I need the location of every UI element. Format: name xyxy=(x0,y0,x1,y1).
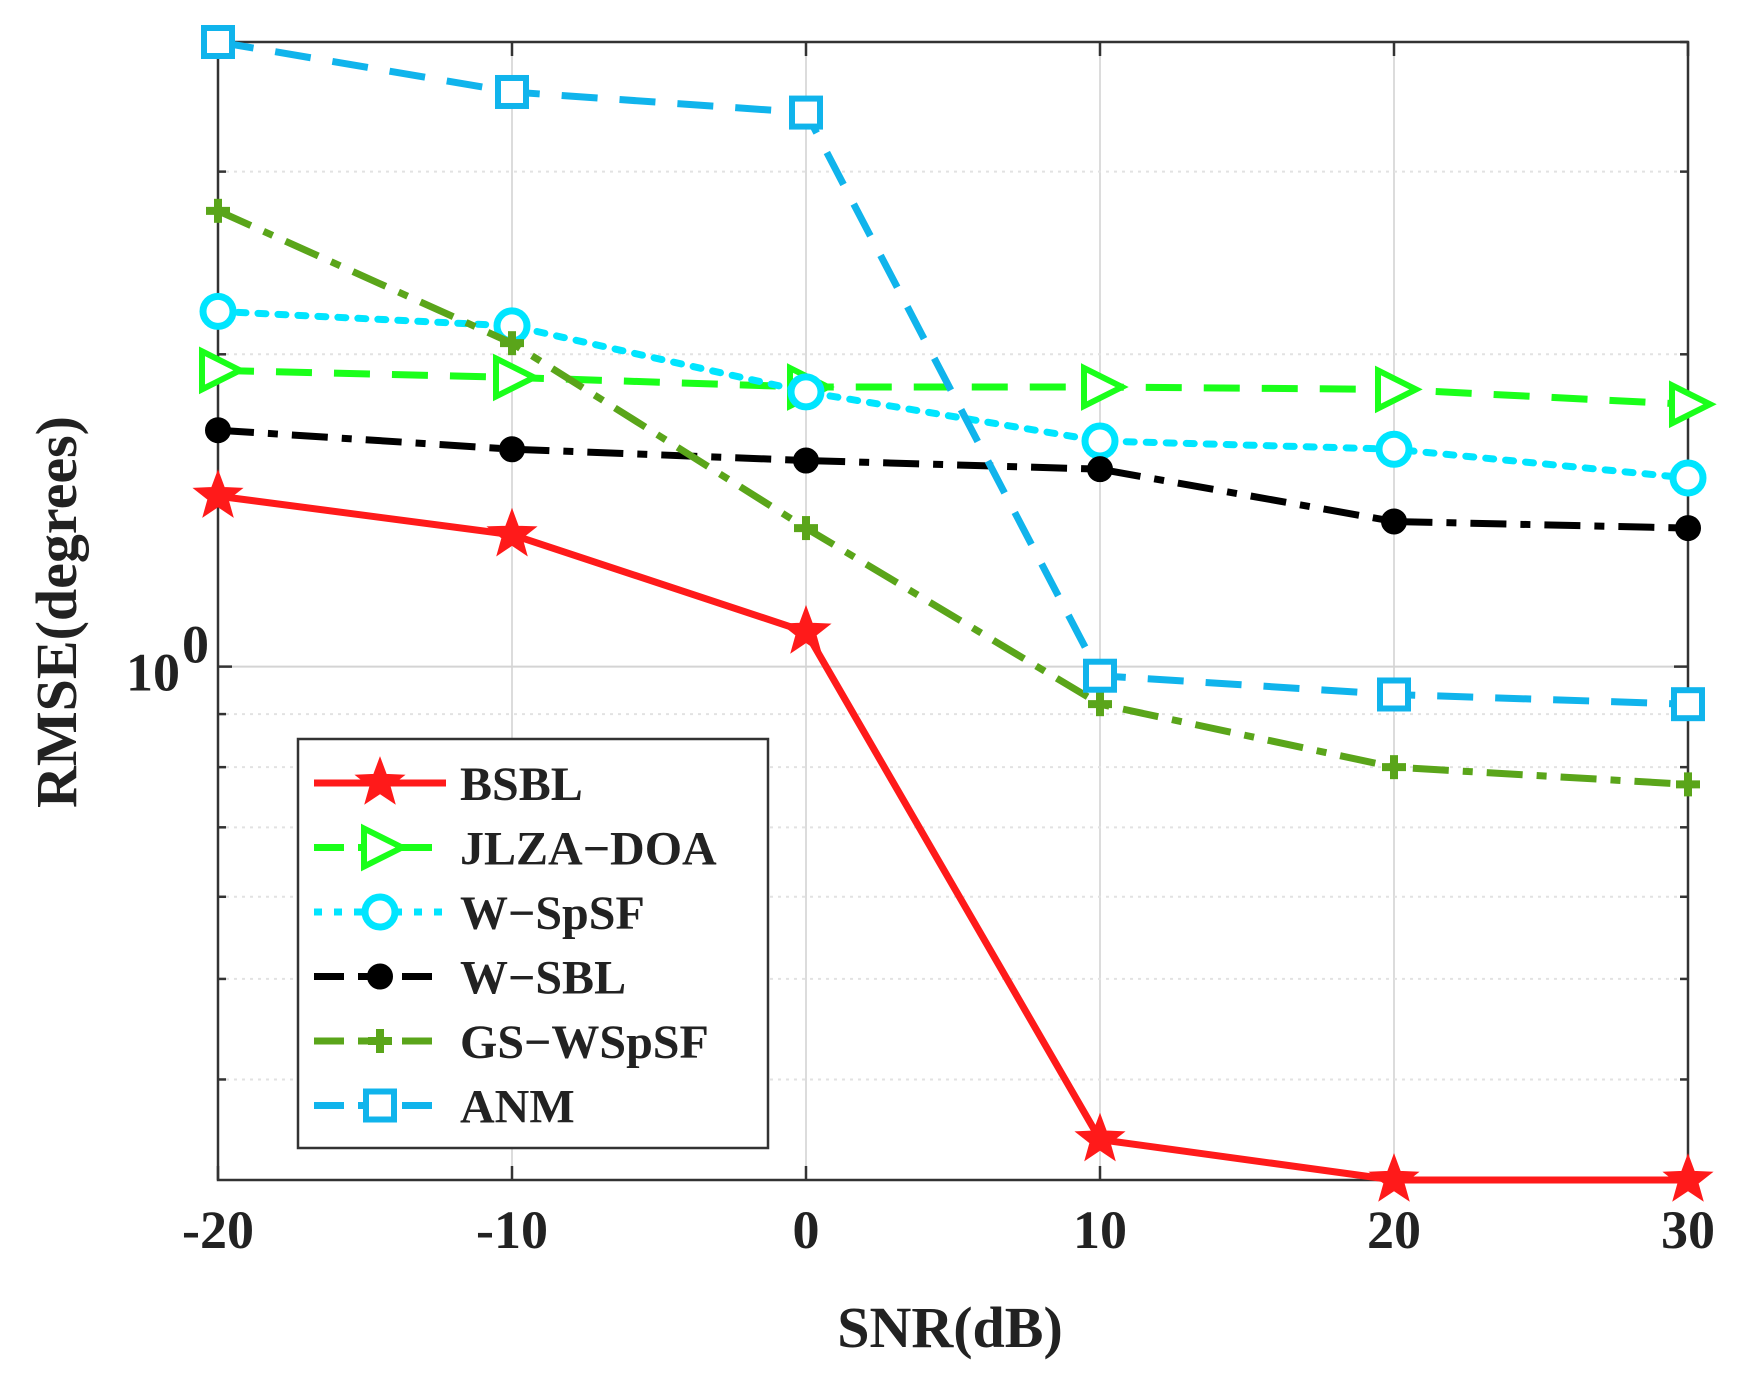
legend-marker xyxy=(367,963,393,990)
series-0 xyxy=(192,469,1714,1202)
series-marker xyxy=(205,417,231,444)
legend-marker xyxy=(354,756,406,805)
legend-box xyxy=(296,737,770,1150)
series-marker xyxy=(199,346,247,395)
series-marker xyxy=(780,605,832,654)
series-marker xyxy=(1087,456,1113,483)
legend-label: W−SpSF xyxy=(460,887,645,940)
series-marker xyxy=(1074,1112,1126,1162)
y-tick-label: 10 xyxy=(126,643,180,703)
series-marker xyxy=(1083,658,1117,693)
legend-label: ANM xyxy=(460,1081,575,1134)
legend-marker xyxy=(368,1029,392,1053)
series-3 xyxy=(205,417,1701,542)
series-marker xyxy=(192,469,244,518)
legend: BSBL JLZA−DOA W−SpSF W−SBL GS−WSpSF ANM xyxy=(296,737,770,1150)
series-marker xyxy=(1088,692,1112,717)
legend-entry: ANM xyxy=(314,1081,575,1134)
legend-marker xyxy=(361,823,409,872)
series-marker xyxy=(201,25,235,59)
series-1 xyxy=(199,346,1717,429)
legend-entry: GS−WSpSF xyxy=(314,1016,709,1069)
x-tick-label: 10 xyxy=(1073,1200,1127,1260)
series-marker xyxy=(1375,430,1413,468)
x-tick-label: 20 xyxy=(1367,1200,1421,1260)
series-line xyxy=(217,426,1689,532)
series-marker xyxy=(1675,515,1701,542)
series-marker xyxy=(789,95,823,130)
series-marker xyxy=(1081,363,1129,411)
series-marker xyxy=(1377,677,1411,712)
legend-entry: W−SpSF xyxy=(314,887,645,940)
series-marker xyxy=(793,447,819,474)
series-marker xyxy=(206,198,230,223)
legend-entry: JLZA−DOA xyxy=(314,823,717,876)
series-5 xyxy=(201,25,1705,722)
series-marker xyxy=(1382,755,1406,780)
series-marker xyxy=(1375,365,1423,414)
y-tick-label-exponent: 0 xyxy=(182,615,209,675)
series-marker xyxy=(493,353,541,402)
series-marker xyxy=(1662,1153,1714,1202)
x-axis-title: SNR(dB) xyxy=(837,1295,1063,1360)
legend-marker xyxy=(363,1088,397,1123)
x-tick-label: -20 xyxy=(182,1200,254,1260)
legend-entry: BSBL xyxy=(314,756,583,811)
series-marker xyxy=(794,516,818,541)
series-layer xyxy=(192,25,1717,1202)
series-marker xyxy=(1676,772,1700,797)
series-4 xyxy=(206,198,1700,797)
series-marker xyxy=(1669,380,1717,429)
series-line xyxy=(217,492,1688,1184)
plot-frame xyxy=(216,40,1690,1182)
series-marker xyxy=(1081,422,1119,460)
series-marker xyxy=(499,436,525,463)
series-marker xyxy=(1381,508,1407,535)
series-line xyxy=(216,207,1689,788)
x-tick-label: 30 xyxy=(1661,1200,1715,1260)
y-axis-title: RMSE(degrees) xyxy=(24,416,89,808)
legend-label: BSBL xyxy=(460,758,583,811)
legend-label: JLZA−DOA xyxy=(460,823,717,876)
series-marker xyxy=(486,507,538,557)
legend-label: GS−WSpSF xyxy=(460,1016,709,1069)
series-line xyxy=(217,38,1689,708)
series-marker xyxy=(787,373,825,411)
series-2 xyxy=(199,292,1707,497)
series-marker xyxy=(1671,687,1705,722)
x-tick-label: 0 xyxy=(793,1200,820,1260)
series-marker xyxy=(199,292,237,330)
series-line xyxy=(214,307,1692,482)
series-marker xyxy=(1669,459,1707,497)
legend-marker xyxy=(361,893,399,931)
series-marker xyxy=(1368,1153,1420,1202)
x-tick-label: -10 xyxy=(476,1200,548,1260)
series-line xyxy=(217,366,1689,408)
legend-entry: W−SBL xyxy=(314,952,626,1005)
series-marker xyxy=(495,74,529,109)
legend-label: W−SBL xyxy=(460,952,626,1005)
series-marker xyxy=(500,331,524,356)
